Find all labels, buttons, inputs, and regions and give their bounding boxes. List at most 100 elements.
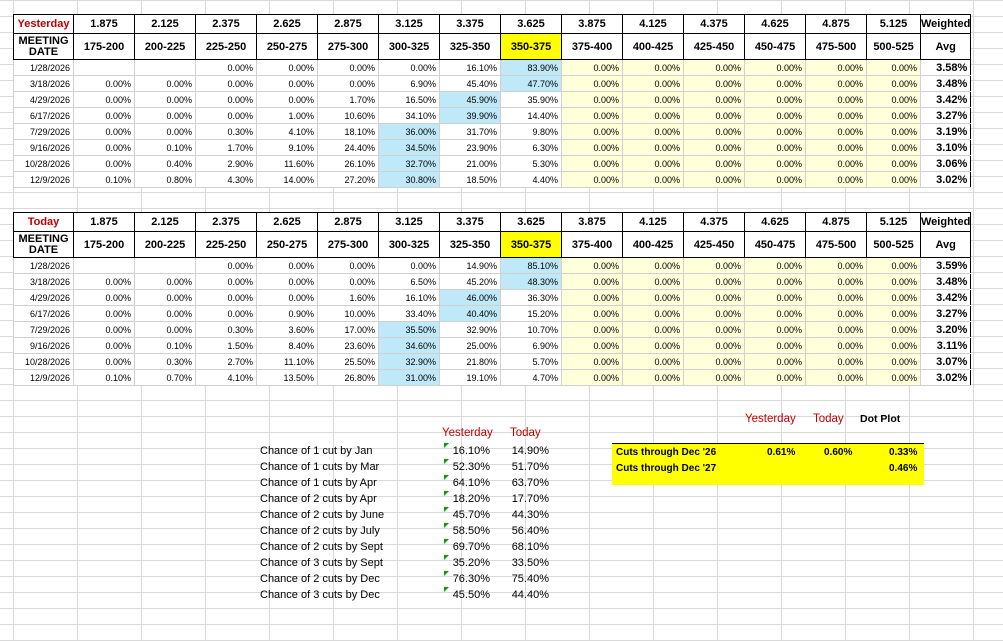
probability-cell[interactable]: 0.00% (134, 305, 196, 322)
probability-cell[interactable]: 6.30% (500, 139, 562, 156)
probability-cell[interactable]: 0.10% (73, 171, 135, 188)
probability-cell[interactable]: 0.10% (134, 139, 196, 156)
chance-today-value[interactable]: 33.50% (511, 557, 549, 569)
probability-cell[interactable]: 0.00% (805, 305, 867, 322)
probability-cell[interactable]: 9.10% (256, 139, 318, 156)
probability-cell[interactable]: 0.00% (317, 273, 379, 290)
chance-yesterday-value[interactable]: 52.30% (452, 461, 490, 473)
weighted-avg-cell[interactable]: 3.06% (919, 155, 972, 172)
probability-cell[interactable]: 0.00% (622, 353, 684, 370)
probability-cell[interactable]: 85.10% (500, 257, 562, 274)
meeting-date-cell[interactable]: 4/29/2026 (13, 289, 74, 306)
probability-cell[interactable]: 0.00% (683, 59, 745, 76)
probability-cell[interactable]: 19.10% (439, 369, 501, 386)
probability-cell[interactable]: 8.40% (256, 337, 318, 354)
probability-cell[interactable]: 21.80% (439, 353, 501, 370)
probability-cell[interactable]: 0.00% (744, 321, 806, 338)
probability-cell[interactable]: 0.00% (866, 353, 921, 370)
cuts-label[interactable]: Cuts through Dec '27 (616, 463, 717, 474)
probability-cell[interactable]: 17.00% (317, 321, 379, 338)
probability-cell[interactable]: 1.50% (195, 337, 257, 354)
probability-cell[interactable]: 31.70% (439, 123, 501, 140)
probability-cell[interactable]: 0.00% (866, 289, 921, 306)
probability-cell[interactable]: 0.00% (622, 305, 684, 322)
probability-cell[interactable]: 0.00% (622, 91, 684, 108)
probability-cell[interactable]: 0.00% (866, 369, 921, 386)
probability-cell[interactable]: 0.00% (866, 107, 921, 124)
probability-cell[interactable]: 0.00% (622, 321, 684, 338)
probability-cell[interactable]: 0.00% (805, 107, 867, 124)
probability-cell[interactable]: 0.00% (195, 75, 257, 92)
chance-label[interactable]: Chance of 3 cuts by Sept (260, 557, 383, 569)
probability-cell[interactable]: 5.30% (500, 155, 562, 172)
probability-cell[interactable]: 0.00% (805, 139, 867, 156)
probability-cell[interactable]: 0.00% (683, 321, 745, 338)
weighted-avg-cell[interactable]: 3.42% (919, 91, 972, 108)
probability-cell[interactable]: 0.00% (561, 353, 623, 370)
probability-cell[interactable]: 0.00% (805, 59, 867, 76)
probability-cell[interactable]: 0.00% (683, 305, 745, 322)
probability-cell[interactable]: 0.00% (561, 369, 623, 386)
probability-cell[interactable]: 0.00% (866, 337, 921, 354)
probability-cell[interactable]: 0.00% (805, 91, 867, 108)
probability-cell[interactable]: 23.60% (317, 337, 379, 354)
probability-cell[interactable]: 0.00% (683, 155, 745, 172)
chance-today-value[interactable]: 75.40% (511, 573, 549, 585)
chance-label[interactable]: Chance of 2 cuts by Sept (260, 541, 383, 553)
probability-cell[interactable]: 0.00% (622, 257, 684, 274)
probability-cell[interactable]: 16.50% (378, 91, 440, 108)
probability-cell[interactable]: 0.00% (744, 107, 806, 124)
probability-cell[interactable]: 14.90% (439, 257, 501, 274)
probability-cell[interactable]: 0.00% (256, 289, 318, 306)
probability-cell[interactable]: 0.00% (561, 75, 623, 92)
probability-cell[interactable]: 35.90% (500, 91, 562, 108)
probability-cell[interactable]: 0.00% (73, 107, 135, 124)
probability-cell[interactable]: 36.00% (378, 123, 440, 140)
probability-cell[interactable]: 0.40% (134, 155, 196, 172)
probability-cell[interactable]: 0.00% (805, 321, 867, 338)
probability-cell[interactable]: 14.40% (500, 107, 562, 124)
probability-cell[interactable]: 0.00% (622, 289, 684, 306)
probability-cell[interactable]: 0.00% (866, 321, 921, 338)
probability-cell[interactable]: 24.40% (317, 139, 379, 156)
probability-cell[interactable]: 0.30% (195, 321, 257, 338)
probability-cell[interactable]: 0.00% (866, 155, 921, 172)
weighted-avg-cell[interactable]: 3.10% (919, 139, 972, 156)
probability-cell[interactable]: 0.00% (561, 155, 623, 172)
probability-cell[interactable]: 4.10% (195, 369, 257, 386)
probability-cell[interactable] (73, 59, 135, 76)
probability-cell[interactable]: 0.00% (805, 155, 867, 172)
probability-cell[interactable]: 0.00% (683, 337, 745, 354)
weighted-avg-cell[interactable]: 3.19% (919, 123, 972, 140)
probability-cell[interactable]: 0.00% (866, 91, 921, 108)
meeting-date-cell[interactable]: 7/29/2026 (13, 321, 74, 338)
probability-cell[interactable]: 0.00% (195, 273, 257, 290)
probability-cell[interactable]: 25.50% (317, 353, 379, 370)
probability-cell[interactable]: 26.10% (317, 155, 379, 172)
probability-cell[interactable]: 0.00% (134, 289, 196, 306)
probability-cell[interactable]: 26.80% (317, 369, 379, 386)
cuts-yesterday-value[interactable]: 0.61% (767, 447, 796, 458)
probability-cell[interactable]: 0.00% (317, 59, 379, 76)
probability-cell[interactable]: 0.00% (744, 171, 806, 188)
chance-yesterday-value[interactable]: 45.70% (452, 509, 490, 521)
probability-cell[interactable]: 18.50% (439, 171, 501, 188)
probability-cell[interactable]: 0.00% (561, 59, 623, 76)
probability-cell[interactable]: 0.00% (622, 75, 684, 92)
probability-cell[interactable]: 0.00% (317, 257, 379, 274)
probability-cell[interactable]: 0.00% (134, 75, 196, 92)
probability-cell[interactable]: 40.40% (439, 305, 501, 322)
probability-cell[interactable]: 16.10% (439, 59, 501, 76)
probability-cell[interactable]: 0.00% (805, 123, 867, 140)
probability-cell[interactable]: 0.00% (683, 75, 745, 92)
probability-cell[interactable]: 0.00% (805, 337, 867, 354)
probability-cell[interactable]: 0.00% (561, 91, 623, 108)
meeting-date-cell[interactable]: 12/9/2026 (13, 369, 74, 386)
chance-label[interactable]: Chance of 3 cuts by Dec (260, 589, 380, 601)
probability-cell[interactable]: 0.00% (378, 257, 440, 274)
probability-cell[interactable]: 0.00% (683, 257, 745, 274)
cuts-dotplot-value[interactable]: 0.46% (889, 463, 918, 474)
probability-cell[interactable]: 0.00% (805, 273, 867, 290)
probability-cell[interactable]: 0.00% (866, 75, 921, 92)
probability-cell[interactable]: 0.00% (317, 75, 379, 92)
